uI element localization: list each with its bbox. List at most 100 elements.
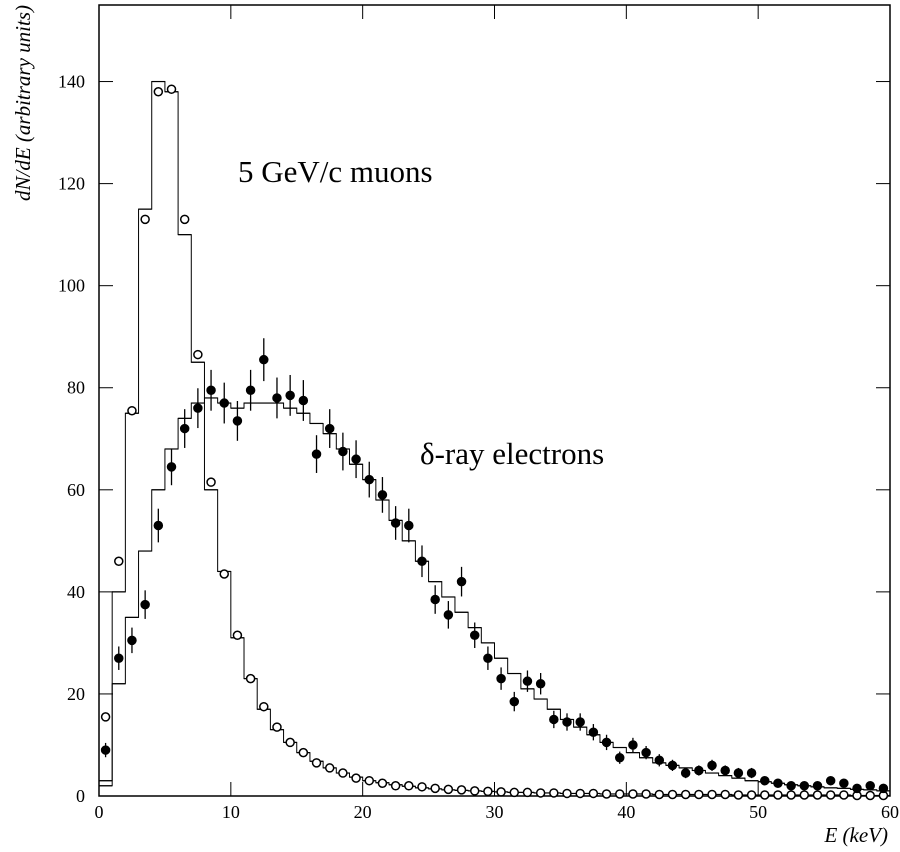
y-tick-label: 120 <box>58 174 85 194</box>
data-point <box>324 763 335 773</box>
data-point <box>404 520 414 531</box>
data-point <box>509 787 520 798</box>
data-point <box>114 653 124 663</box>
data-point <box>114 556 124 567</box>
data-point <box>588 727 599 737</box>
data-point <box>654 789 665 800</box>
y-tick-label: 100 <box>58 276 85 296</box>
x-tick-label: 50 <box>749 802 767 822</box>
data-point <box>430 783 440 794</box>
data-point <box>601 789 612 799</box>
data-point <box>245 385 256 396</box>
data-point <box>127 405 137 416</box>
data-point <box>259 354 269 365</box>
data-point <box>667 789 678 800</box>
data-point <box>483 786 493 797</box>
x-tick-label: 10 <box>222 802 240 822</box>
data-point <box>786 781 796 791</box>
y-tick-label: 0 <box>76 786 85 806</box>
data-point <box>245 673 256 684</box>
data-point <box>496 673 506 684</box>
data-point <box>127 635 137 646</box>
data-point <box>193 349 203 360</box>
annotation: δ-ray electrons <box>420 436 604 471</box>
data-point <box>140 214 150 225</box>
data-point <box>746 768 757 778</box>
y-tick-label: 140 <box>58 72 85 92</box>
data-point <box>100 712 111 722</box>
data-point <box>628 740 638 750</box>
data-point <box>259 701 269 712</box>
data-point <box>680 789 691 800</box>
data-point <box>720 765 730 776</box>
data-point <box>417 556 427 567</box>
data-point <box>720 789 730 800</box>
data-point <box>707 789 717 800</box>
data-point <box>153 520 164 531</box>
data-point <box>483 653 493 663</box>
data-point <box>746 790 757 800</box>
data-point <box>206 477 216 487</box>
data-point <box>456 576 467 587</box>
data-point <box>773 778 783 788</box>
data-point <box>799 781 810 791</box>
data-point <box>588 788 599 799</box>
data-point <box>430 594 440 605</box>
x-tick-label: 20 <box>354 802 372 822</box>
data-point <box>219 569 229 579</box>
data-point <box>390 518 401 528</box>
x-tick-label: 30 <box>486 802 504 822</box>
data-point <box>641 747 651 758</box>
x-tick-label: 0 <box>95 802 104 822</box>
data-point <box>839 790 849 800</box>
data-point <box>509 696 520 707</box>
data-point <box>193 403 203 413</box>
data-point <box>272 722 282 732</box>
data-point <box>614 752 625 763</box>
data-point <box>179 423 190 434</box>
data-point <box>825 775 836 786</box>
data-point <box>390 781 401 791</box>
data-point <box>549 714 559 725</box>
data-point <box>311 758 322 768</box>
data-point <box>232 416 243 426</box>
data-point <box>456 785 467 795</box>
data-point <box>377 778 388 788</box>
data-point <box>285 737 295 748</box>
data-point <box>614 789 625 799</box>
data-point <box>812 790 823 800</box>
data-point <box>232 630 243 640</box>
y-axis-label: dN/dE (arbitrary units) <box>11 5 35 201</box>
data-point <box>773 790 783 800</box>
data-point <box>469 630 480 640</box>
x-tick-label: 60 <box>881 802 899 822</box>
data-point <box>799 790 810 800</box>
data-point <box>535 788 546 798</box>
data-point <box>628 789 638 799</box>
data-point <box>760 790 770 800</box>
data-point <box>839 778 849 788</box>
y-tick-label: 80 <box>67 378 85 398</box>
data-point <box>272 393 282 403</box>
data-point <box>760 775 770 786</box>
data-point <box>351 773 361 783</box>
data-point <box>298 747 309 758</box>
data-point <box>535 678 546 689</box>
data-point <box>469 786 480 796</box>
data-point <box>562 788 572 799</box>
data-point <box>417 782 427 792</box>
data-point <box>298 395 309 406</box>
annotation: 5 GeV/c muons <box>238 154 433 189</box>
data-point <box>443 610 454 620</box>
data-point <box>878 783 889 794</box>
data-point <box>733 790 744 800</box>
data-point <box>324 423 335 434</box>
data-point <box>443 784 454 795</box>
data-point <box>166 462 177 472</box>
data-point <box>351 454 361 464</box>
data-point <box>680 768 691 778</box>
data-point <box>496 787 506 797</box>
data-point <box>694 789 704 800</box>
y-tick-label: 40 <box>67 582 85 602</box>
data-point <box>667 760 678 771</box>
